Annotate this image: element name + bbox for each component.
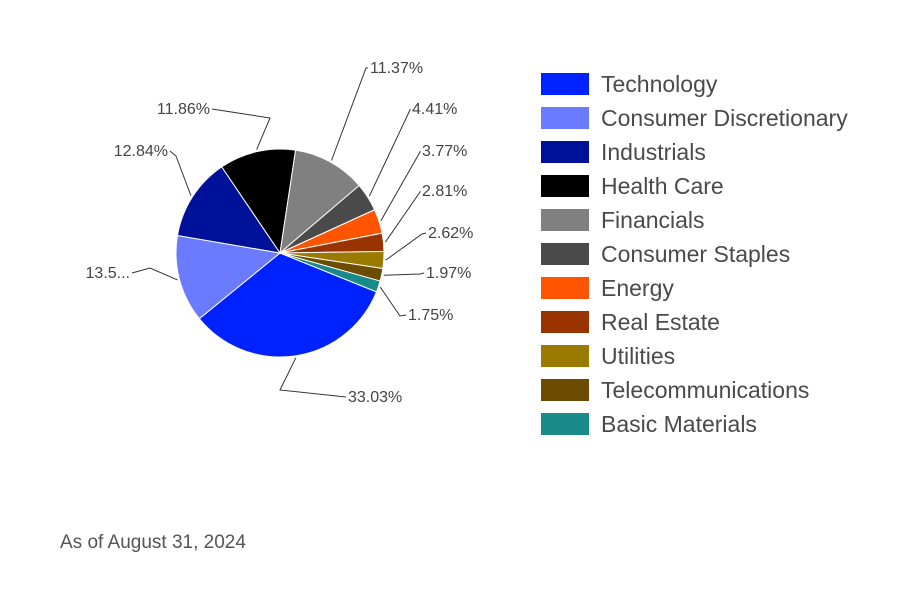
leader-line bbox=[379, 286, 407, 317]
pie-slice-health-care bbox=[221, 148, 297, 255]
slice-data-label: 4.41% bbox=[412, 101, 457, 118]
slice-data-label: 33.03% bbox=[348, 389, 402, 406]
legend-item-consumer-discretionary: Consumer Discretionary bbox=[541, 101, 911, 135]
slice-data-label: 3.77% bbox=[422, 143, 467, 160]
slice-data-label: 2.81% bbox=[422, 183, 467, 200]
legend-swatch bbox=[541, 379, 589, 401]
leader-line bbox=[131, 267, 178, 281]
legend-swatch bbox=[541, 277, 589, 299]
slice-data-label: 11.86% bbox=[157, 101, 210, 118]
legend-label: Consumer Discretionary bbox=[601, 104, 848, 131]
legend-swatch bbox=[541, 107, 589, 129]
slice-labels: 33.03% 13.5... 12.84% 11.86% 11.37% 4.41% 3.77… bbox=[86, 60, 474, 406]
pie-slice-consumer-discretionary bbox=[175, 234, 282, 320]
legend-label: Technology bbox=[601, 70, 718, 97]
legend-label: Telecommunications bbox=[601, 376, 810, 403]
legend-swatch bbox=[541, 345, 589, 367]
legend-item-technology: Technology bbox=[541, 67, 911, 101]
legend-label: Energy bbox=[601, 274, 674, 301]
legend-item-basic-materials: Basic Materials bbox=[541, 407, 911, 441]
legend-item-energy: Energy bbox=[541, 271, 911, 305]
legend-swatch bbox=[541, 73, 589, 95]
legend-item-industrials: Industrials bbox=[541, 135, 911, 169]
legend-label: Basic Materials bbox=[601, 410, 757, 437]
slice-data-label: 1.97% bbox=[426, 265, 471, 282]
pie-slice-basic-materials bbox=[279, 252, 381, 293]
legend-item-telecommunications: Telecommunications bbox=[541, 373, 911, 407]
legend-item-health-care: Health Care bbox=[541, 169, 911, 203]
leader-lines bbox=[131, 67, 427, 398]
legend-swatch bbox=[541, 413, 589, 435]
leader-line bbox=[380, 151, 421, 221]
pie-slice-financials bbox=[279, 149, 360, 255]
legend-swatch bbox=[541, 175, 589, 197]
slice-data-label: 2.62% bbox=[428, 225, 473, 242]
legend-label: Industrials bbox=[601, 138, 706, 165]
pie-slices bbox=[175, 148, 385, 358]
pie-slice-industrials bbox=[176, 166, 282, 254]
slice-data-label: 12.84% bbox=[114, 143, 168, 160]
legend-label: Real Estate bbox=[601, 308, 720, 335]
legend-item-utilities: Utilities bbox=[541, 339, 911, 373]
legend-label: Financials bbox=[601, 206, 705, 233]
as-of-date: As of August 31, 2024 bbox=[60, 532, 246, 553]
legend-swatch bbox=[541, 141, 589, 163]
leader-line bbox=[211, 108, 271, 150]
leader-line bbox=[169, 150, 192, 196]
legend-label: Health Care bbox=[601, 172, 724, 199]
legend-item-consumer-staples: Consumer Staples bbox=[541, 237, 911, 271]
leader-line bbox=[279, 357, 347, 398]
legend-label: Consumer Staples bbox=[601, 240, 791, 267]
legend: Technology Consumer Discretionary Indust… bbox=[541, 67, 911, 441]
legend-swatch bbox=[541, 311, 589, 333]
leader-line bbox=[331, 67, 368, 161]
legend-item-real-estate: Real Estate bbox=[541, 305, 911, 339]
legend-swatch bbox=[541, 243, 589, 265]
leader-line bbox=[385, 191, 421, 243]
legend-label: Utilities bbox=[601, 342, 676, 369]
slice-data-label: 13.5... bbox=[86, 265, 130, 282]
pie-slice-technology bbox=[198, 252, 378, 358]
legend-item-financials: Financials bbox=[541, 203, 911, 237]
legend-swatch bbox=[541, 209, 589, 231]
leader-line bbox=[383, 272, 425, 276]
leader-line bbox=[368, 109, 411, 197]
slice-data-label: 1.75% bbox=[408, 307, 453, 324]
slice-data-label: 11.37% bbox=[370, 60, 423, 77]
leader-line bbox=[385, 232, 427, 261]
